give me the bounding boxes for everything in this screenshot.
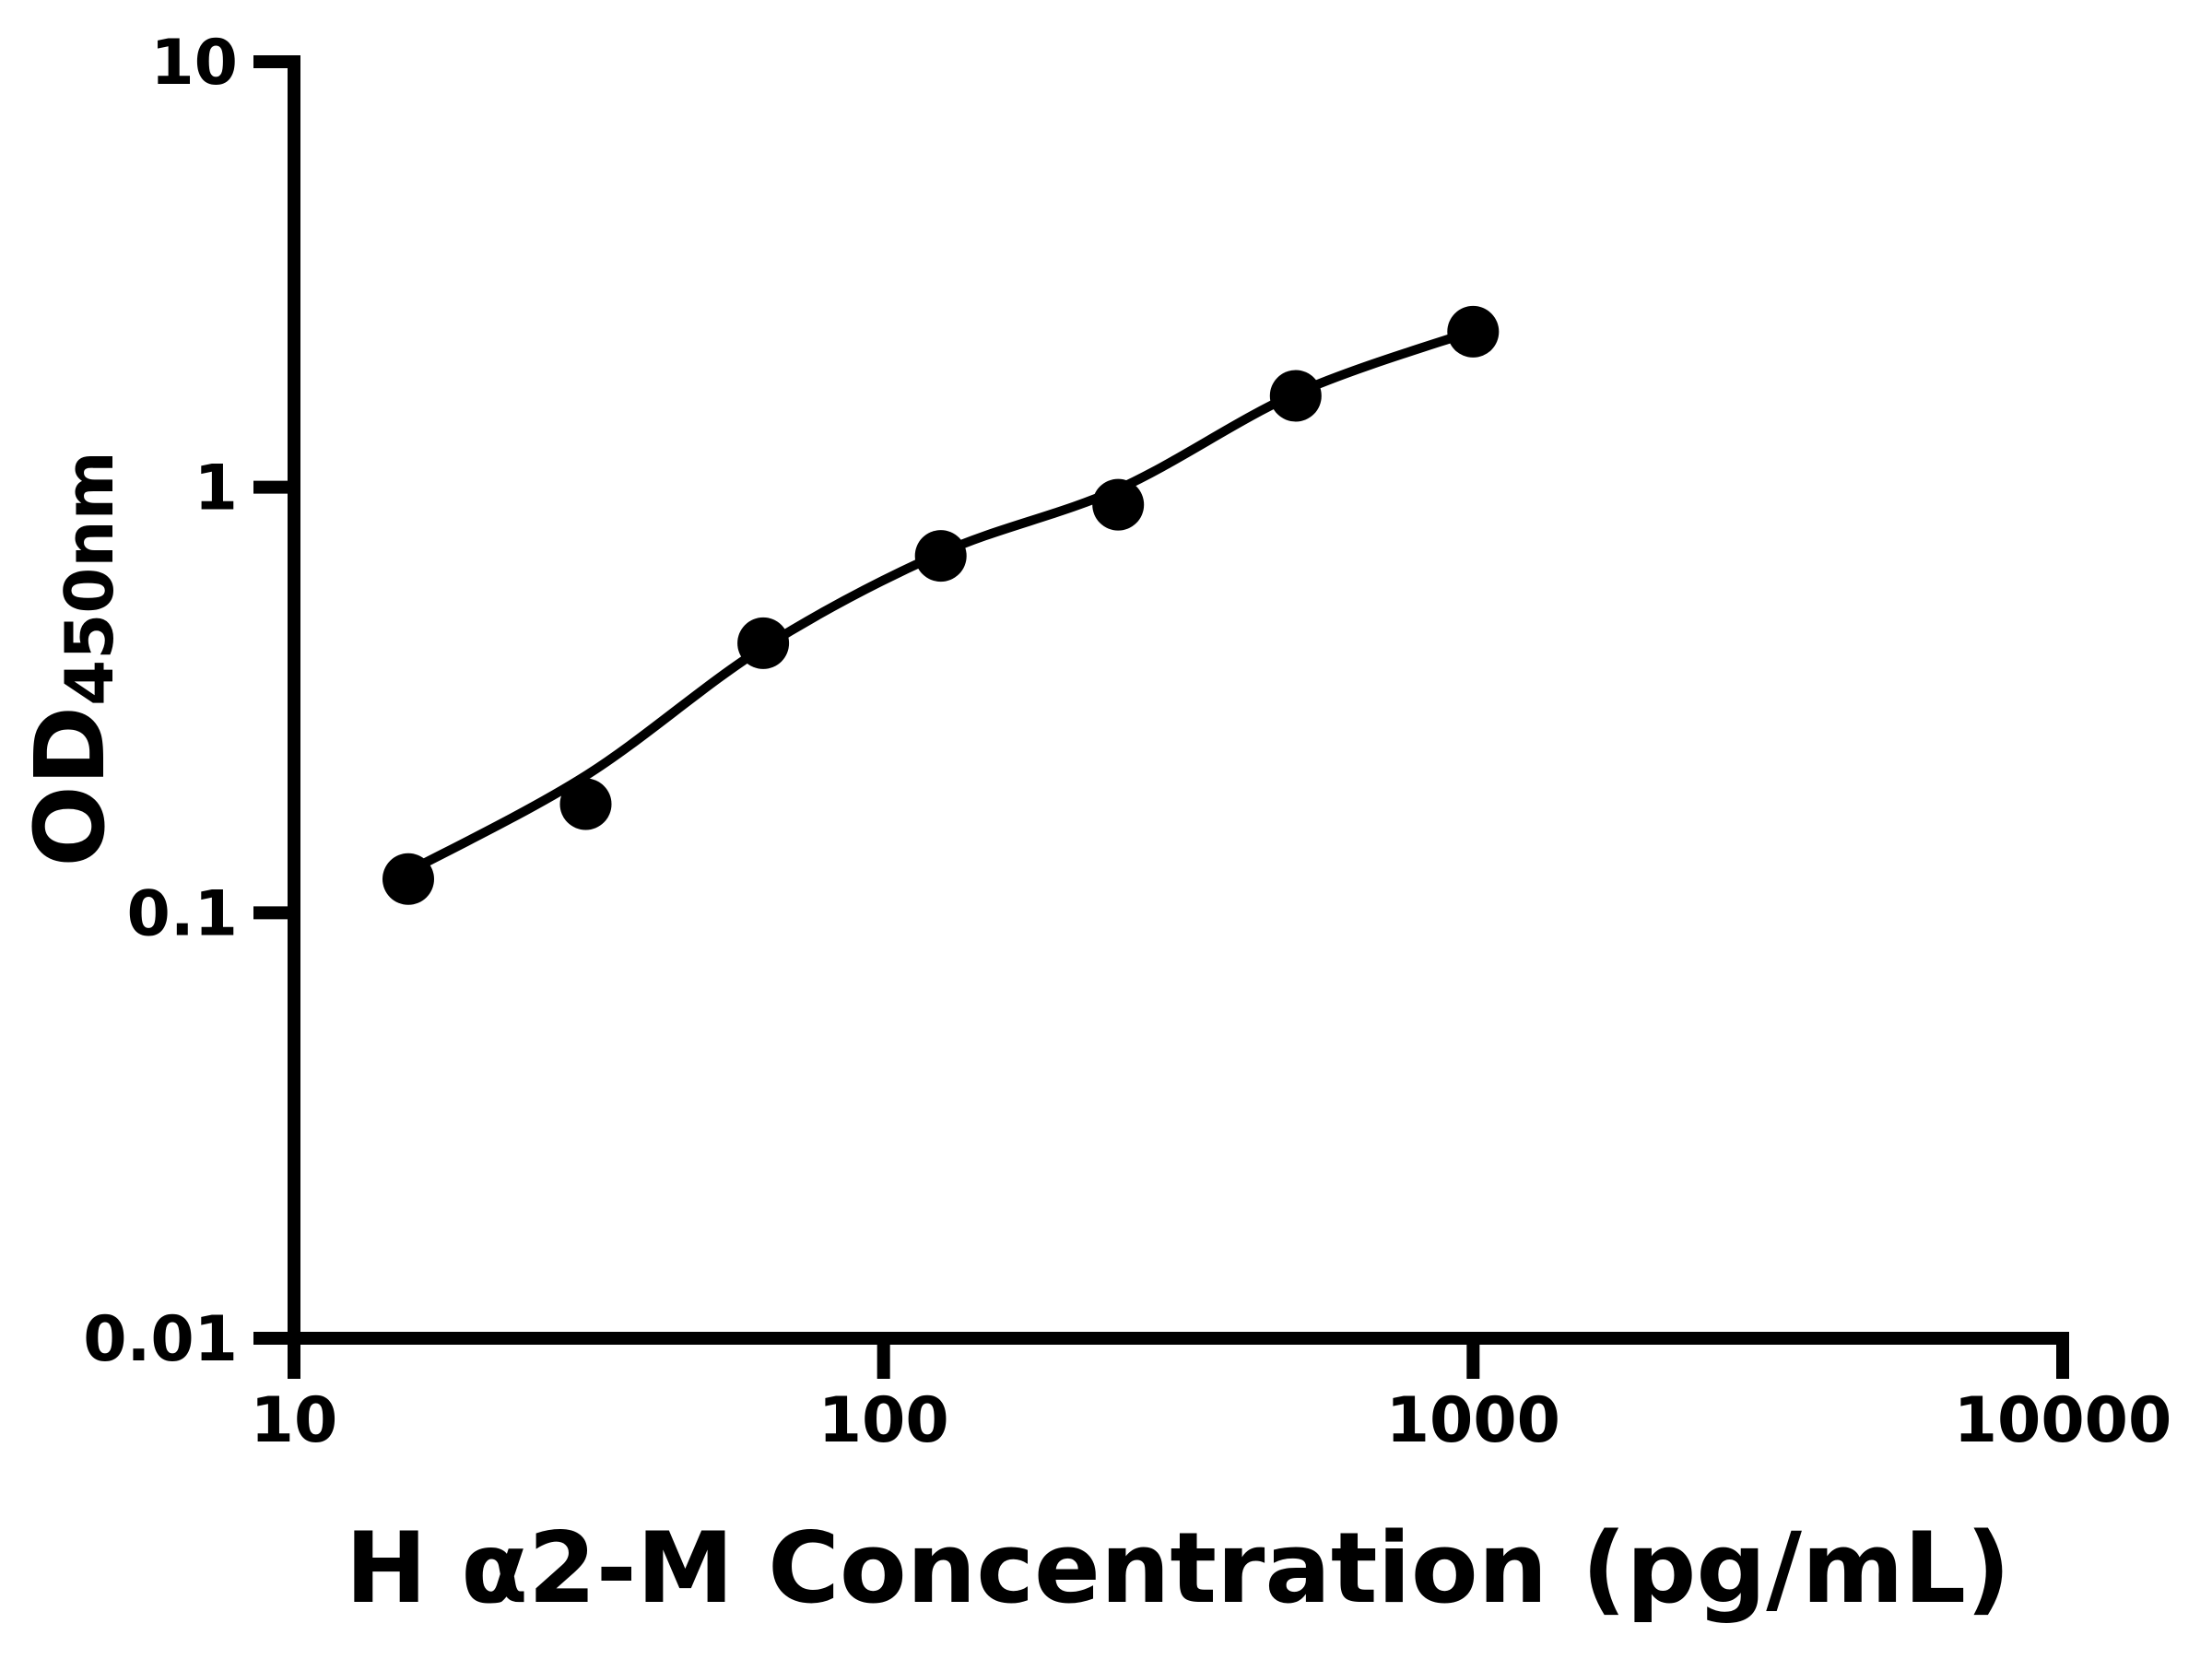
y-tick-label: 10 xyxy=(150,27,238,100)
data-point xyxy=(1447,305,1500,358)
data-point xyxy=(1092,478,1145,531)
axis-tick-labels: 10 100 1000 10000 0.01 0.1 1 10 xyxy=(83,27,2171,1457)
data-point xyxy=(737,617,790,669)
axes xyxy=(288,55,2069,1345)
data-point xyxy=(382,853,434,905)
data-points xyxy=(382,305,1500,905)
x-tick-label: 10000 xyxy=(1954,1384,2172,1457)
y-axis-title-main: OD xyxy=(14,706,126,867)
x-tick-label: 10 xyxy=(251,1384,338,1457)
data-point xyxy=(1269,370,1322,422)
x-tick-label: 1000 xyxy=(1386,1384,1560,1457)
y-tick-label: 0.1 xyxy=(127,877,238,950)
y-tick-label: 1 xyxy=(194,453,238,525)
x-tick-label: 100 xyxy=(818,1384,949,1457)
axis-ticks xyxy=(253,55,2069,1379)
data-point xyxy=(914,530,967,582)
x-axis-title: H α2-M Concentration (pg/mL) xyxy=(346,1512,2011,1625)
y-axis-title: OD450nm xyxy=(14,451,128,866)
y-axis-title-sub: 450nm xyxy=(51,451,128,706)
y-tick-label: 0.01 xyxy=(83,1303,238,1376)
data-point xyxy=(559,778,612,830)
